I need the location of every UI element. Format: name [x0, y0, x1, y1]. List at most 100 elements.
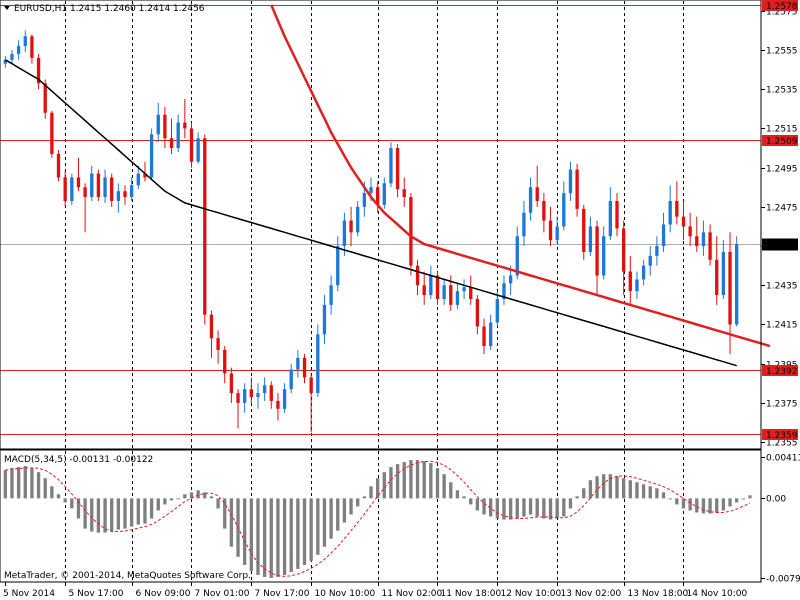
candle-body [528, 187, 533, 213]
candle-body [495, 299, 499, 323]
macd-bar [189, 492, 194, 499]
macd-bar [176, 498, 180, 500]
candle-body [429, 275, 433, 296]
candle-body [223, 349, 227, 374]
x-tick-label: 7 Nov 01:00 [195, 589, 250, 599]
macd-bar [83, 498, 87, 529]
macd-bar [542, 498, 546, 519]
candle-body [701, 232, 706, 247]
candle-body [369, 187, 373, 194]
y-tick-label: 1.2435 [766, 282, 798, 292]
x-tick-label: 11 Nov 02:00 [382, 589, 443, 599]
candle-body [282, 389, 287, 409]
current-price-tag [762, 238, 798, 251]
macd-bar [548, 498, 553, 520]
candle-body [628, 271, 632, 292]
macd-bar [429, 463, 433, 499]
macd-bar [389, 467, 393, 499]
macd-bar [43, 478, 47, 499]
candle-body [469, 287, 473, 299]
macd-bar [56, 494, 61, 499]
macd-y-tick-label: 0.00411 [766, 454, 800, 464]
macd-bar [748, 495, 752, 499]
candle-body [681, 216, 686, 227]
candle-body [342, 220, 347, 247]
y-tick-label: 1.2535 [766, 86, 798, 96]
candle-body [595, 226, 599, 276]
macd-bar [728, 498, 732, 507]
macd-y-tick-label: 0.00 [766, 495, 786, 505]
candle-body [43, 83, 47, 113]
x-tick-label: 13 Nov 18:00 [628, 589, 689, 599]
candle-body [30, 36, 34, 58]
macd-bar [555, 498, 559, 519]
horizontal-levels [0, 5, 761, 435]
macd-signal-line [5, 460, 751, 577]
macd-bar [721, 498, 726, 511]
macd-bar [568, 498, 573, 509]
candle-body [83, 187, 87, 198]
candle-body [688, 226, 692, 237]
macd-bar [535, 498, 539, 517]
candle-body [302, 357, 307, 378]
candle-body [455, 291, 460, 305]
macd-bar [615, 476, 619, 499]
candle-body [415, 265, 420, 286]
macd-bar [588, 480, 593, 499]
level-price-label: 1.2359 [766, 431, 798, 441]
copyright-note: MetaTrader, © 2001-2014, MetaQuotes Soft… [4, 571, 251, 581]
macd-bar [462, 496, 466, 499]
macd-bar [149, 498, 154, 519]
candle-body [382, 183, 386, 205]
macd-bar [442, 474, 446, 499]
y-tick-label: 1.2355 [766, 439, 798, 449]
candle-body [316, 334, 320, 394]
macd-bar [269, 498, 273, 578]
candle-body [542, 200, 546, 221]
macd-bar [681, 498, 686, 509]
macd-bar [349, 498, 353, 515]
macd-bar [422, 461, 426, 499]
dropdown-triangle-icon[interactable] [4, 6, 10, 10]
macd-bar [243, 498, 247, 565]
candle-body [568, 169, 573, 194]
macd-bar [196, 490, 200, 499]
macd-bar [90, 498, 94, 532]
macd-bar [143, 498, 147, 524]
candle-body [635, 279, 639, 292]
candle-body [735, 244, 739, 325]
level-price-tag [762, 429, 798, 440]
macd-bar [276, 498, 280, 577]
vertical-grid [65, 1, 684, 581]
candle-body [548, 220, 553, 241]
macd-bar [628, 480, 632, 499]
moving-average-red-line [270, 4, 771, 348]
candle-body [262, 385, 267, 394]
candle-body [70, 177, 74, 201]
x-tick-label: 12 Nov 10:00 [501, 589, 562, 599]
macd-bar [129, 498, 134, 527]
candle-body [56, 153, 61, 178]
candle-body [522, 212, 526, 237]
level-price-label: 1.2392 [766, 367, 798, 377]
candle-body [349, 220, 353, 233]
candle-body [615, 200, 619, 229]
macd-bar [469, 498, 473, 505]
macd-bar [76, 498, 81, 519]
candle-body [442, 285, 446, 299]
candle-body [695, 236, 699, 247]
macd-bar [508, 498, 513, 520]
candle-body [641, 265, 646, 280]
macd-bar [602, 474, 606, 499]
macd-bar [156, 498, 160, 511]
candle-body [3, 59, 7, 64]
moving-average-black-line [4, 59, 737, 367]
candle-body [575, 169, 579, 209]
candle-body [728, 251, 732, 325]
macd-bar [528, 498, 533, 515]
candle-body [708, 232, 712, 260]
y-tick-label: 1.2415 [766, 321, 798, 331]
macd-bar [289, 498, 293, 572]
chart-title: EURUSD,H1 1.2415 1.2460 1.2414 1.2456 [14, 4, 205, 14]
